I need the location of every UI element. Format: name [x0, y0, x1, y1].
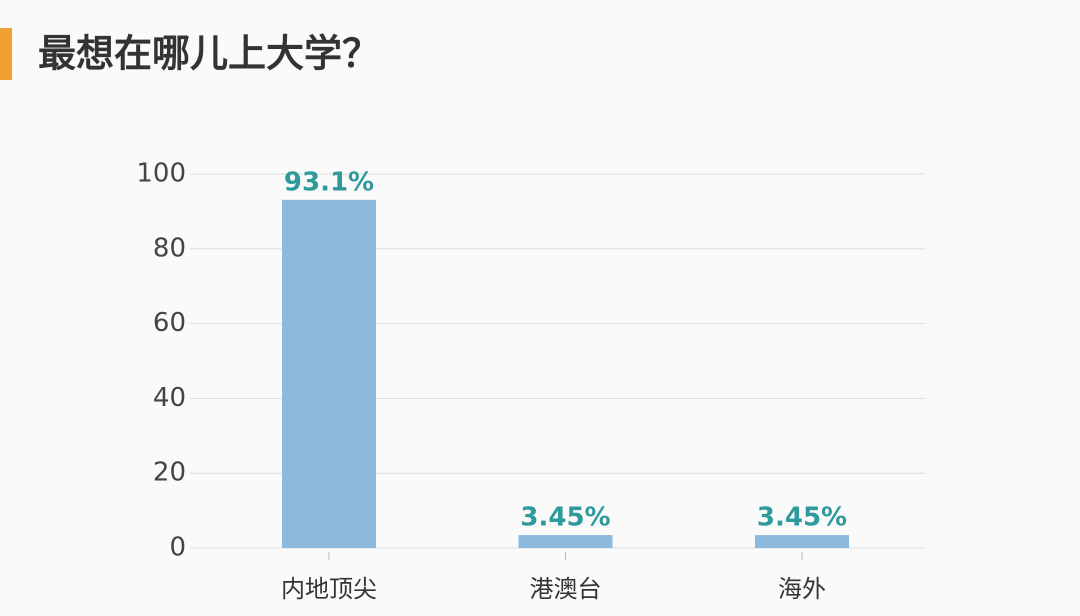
bar — [282, 199, 376, 548]
value-label: 3.45% — [757, 503, 847, 533]
x-tick-label: 港澳台 — [530, 575, 602, 603]
x-tick-label: 内地顶尖 — [281, 575, 377, 603]
y-tick-label: 60 — [153, 308, 186, 338]
title-accent — [0, 28, 12, 80]
y-tick-label: 100 — [136, 159, 186, 189]
value-label: 3.45% — [520, 503, 610, 533]
chart-title: 最想在哪儿上大学？ — [38, 32, 380, 76]
y-tick-label: 20 — [153, 458, 186, 488]
y-tick-label: 40 — [153, 383, 186, 413]
x-tick-label: 海外 — [778, 575, 826, 603]
value-label: 93.1% — [284, 167, 374, 197]
y-tick-label: 80 — [153, 233, 186, 263]
bar — [755, 535, 849, 548]
y-tick-label: 0 — [169, 533, 186, 563]
bar — [518, 535, 613, 548]
